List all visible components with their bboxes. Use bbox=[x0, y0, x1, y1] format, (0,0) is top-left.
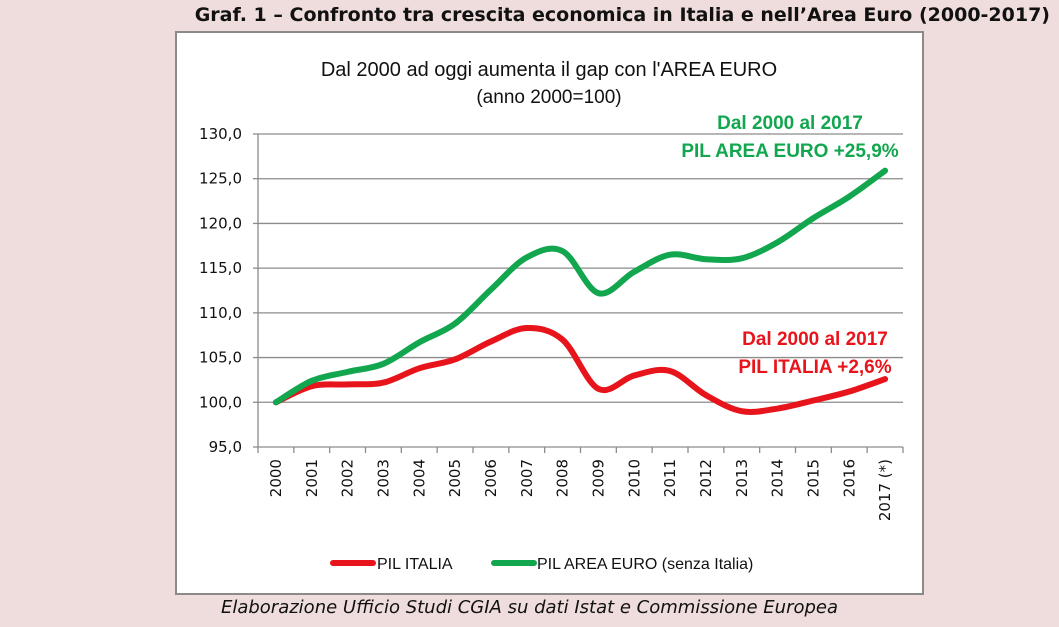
series-lines bbox=[272, 167, 889, 416]
y-tick-label: 100,0 bbox=[199, 393, 242, 411]
x-tick-label: 2013 bbox=[733, 459, 751, 497]
y-tick-label: 130,0 bbox=[199, 125, 242, 143]
x-tick-label: 2003 bbox=[374, 459, 392, 497]
x-tick-label: 2005 bbox=[446, 459, 464, 497]
y-axis-ticks: 95,0 100,0 105,0 110,0 115,0 120,0 125,0 130,0 bbox=[199, 125, 258, 456]
y-tick-label: 95,0 bbox=[209, 438, 242, 456]
x-tick-label: 2001 bbox=[303, 459, 321, 497]
y-tick-label: 115,0 bbox=[199, 259, 242, 277]
y-tick-label: 110,0 bbox=[199, 304, 242, 322]
chart-title: Dal 2000 ad oggi aumenta il gap con l'AR… bbox=[321, 59, 777, 81]
series-line-area-euro bbox=[272, 167, 889, 406]
x-tick-label: 2016 bbox=[840, 459, 858, 497]
x-tick-label: 2012 bbox=[697, 459, 715, 497]
annotation-italia: Dal 2000 al 2017 bbox=[742, 329, 888, 350]
legend-label: PIL AREA EURO (senza Italia) bbox=[537, 556, 753, 573]
annotation-italia: PIL ITALIA +2,6% bbox=[738, 357, 891, 378]
x-tick-label: 2008 bbox=[554, 459, 572, 497]
annotations: Dal 2000 al 2017 PIL AREA EURO +25,9% Dal … bbox=[681, 113, 898, 378]
annotation-area-euro: Dal 2000 al 2017 bbox=[717, 113, 863, 134]
figure-title: Graf. 1 – Confronto tra crescita economi… bbox=[194, 4, 1050, 26]
y-tick-label: 120,0 bbox=[199, 214, 242, 232]
legend-label: PIL ITALIA bbox=[377, 556, 453, 573]
x-tick-label: 2017 (*) bbox=[876, 459, 894, 521]
x-tick-label: 2009 bbox=[589, 459, 607, 497]
x-tick-label: 2015 bbox=[804, 459, 822, 497]
y-tick-label: 105,0 bbox=[199, 349, 242, 367]
x-tick-label: 2011 bbox=[661, 459, 679, 497]
x-tick-label: 2010 bbox=[625, 459, 643, 497]
gridlines bbox=[258, 133, 903, 403]
x-tick-label: 2000 bbox=[267, 459, 285, 497]
x-tick-label: 2007 bbox=[518, 459, 536, 497]
x-tick-label: 2014 bbox=[769, 459, 787, 497]
x-axis-ticks: 2000 2001 2002 2003 2004 2005 2006 2007 2008 2009… bbox=[257, 447, 904, 521]
x-tick-label: 2004 bbox=[410, 459, 428, 497]
source-note: Elaborazione Ufficio Studi CGIA su dati … bbox=[220, 597, 839, 618]
chart-subtitle: (anno 2000=100) bbox=[476, 87, 621, 108]
y-tick-label: 125,0 bbox=[199, 170, 242, 188]
annotation-area-euro: PIL AREA EURO +25,9% bbox=[681, 141, 898, 162]
x-tick-label: 2002 bbox=[339, 459, 357, 497]
x-tick-label: 2006 bbox=[482, 459, 500, 497]
series-line-italia bbox=[272, 325, 889, 416]
legend: PIL ITALIA PIL AREA EURO (senza Italia) bbox=[330, 556, 753, 573]
